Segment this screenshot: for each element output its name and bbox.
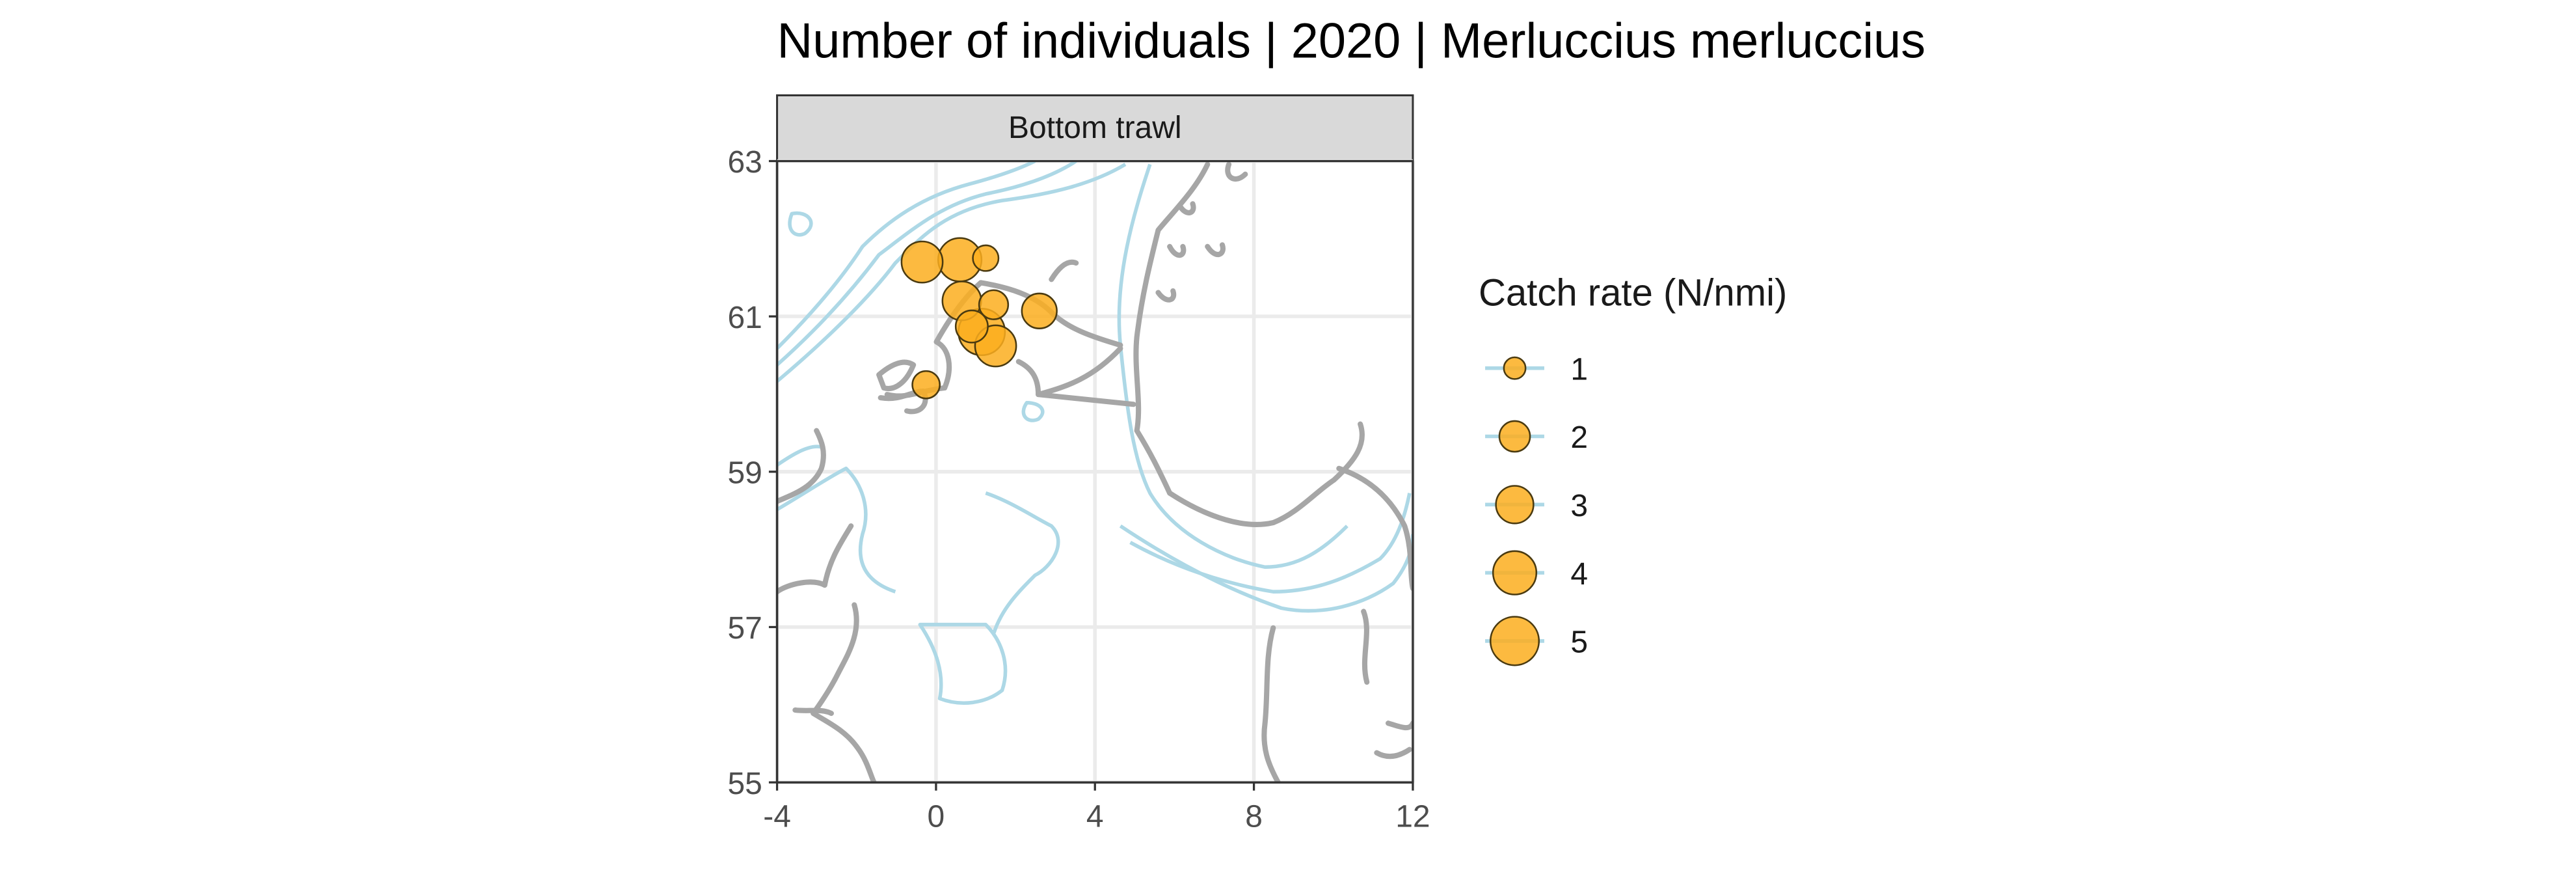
catch-point — [972, 244, 1000, 272]
depth-contours — [777, 161, 1413, 705]
y-tick-label: 63 — [727, 145, 762, 180]
chart-title: Number of individuals | 2020 | Merlucciu… — [777, 13, 1925, 68]
x-tick-label: 0 — [928, 799, 945, 834]
x-tick-label: 8 — [1245, 799, 1263, 834]
depth-contour-dogger — [918, 622, 1008, 705]
coastline-scotland — [777, 428, 854, 595]
facet-label: Bottom trawl — [1008, 111, 1182, 145]
legend-key-label: 2 — [1570, 420, 1588, 455]
survey-transect-c — [1036, 346, 1136, 407]
y-tick-label: 59 — [727, 456, 762, 490]
coastline-norway-west — [1133, 161, 1211, 496]
norwegian-trench-south — [1119, 524, 1413, 613]
x-tick-label: 12 — [1395, 799, 1430, 834]
coastline-skagerrak — [1336, 465, 1413, 592]
legend-key-label: 3 — [1570, 489, 1588, 523]
depth-contour-west — [777, 466, 896, 594]
catch-point — [911, 370, 941, 400]
y-tick-label: 57 — [727, 611, 762, 646]
legend-key-circle — [1498, 420, 1531, 453]
coastline-norway-islands — [1155, 161, 1248, 303]
facet-strip — [776, 94, 1414, 163]
coastline-orkney — [876, 359, 917, 391]
shelf-break-norway — [1117, 163, 1348, 569]
legend-key-label: 5 — [1570, 625, 1588, 660]
legend-key-circle — [1492, 550, 1538, 595]
x-tick-label: 4 — [1086, 799, 1104, 834]
catch-point — [900, 240, 944, 284]
depth-contour-small-2 — [1021, 400, 1045, 422]
depth-contour-mid — [777, 161, 1077, 366]
coastline-denmark — [1261, 609, 1370, 783]
x-axis-ticks: -4 0 4 8 12 — [763, 782, 1430, 834]
catch-point — [1021, 292, 1058, 329]
catch-point — [978, 289, 1010, 320]
legend-title: Catch rate (N/nmi) — [1479, 272, 1787, 314]
coastline-england — [811, 602, 877, 783]
y-tick-label: 61 — [727, 301, 762, 335]
y-axis-ticks: 55 57 59 61 63 — [727, 145, 777, 801]
depth-contour-inner — [777, 161, 1036, 350]
bubble-points — [900, 237, 1058, 400]
x-tick-label: -4 — [763, 799, 791, 834]
depth-contour-small-1 — [788, 211, 813, 237]
depth-contour-central — [985, 491, 1060, 634]
depth-contour-outer — [777, 163, 1127, 383]
legend-key-label: 1 — [1570, 352, 1588, 387]
catch-point — [954, 309, 989, 344]
legend-key-circle — [1489, 616, 1540, 666]
y-tick-label: 55 — [727, 767, 762, 801]
coastline-norway-south — [1167, 421, 1365, 527]
legend-keys: 1 2 3 4 5 — [1485, 352, 1588, 666]
legend-key-circle — [1495, 485, 1535, 525]
coastline-firth — [792, 707, 834, 717]
legend-key-label: 4 — [1570, 557, 1588, 592]
survey-transect-d — [1015, 259, 1079, 398]
legend-key-circle — [1503, 356, 1527, 380]
